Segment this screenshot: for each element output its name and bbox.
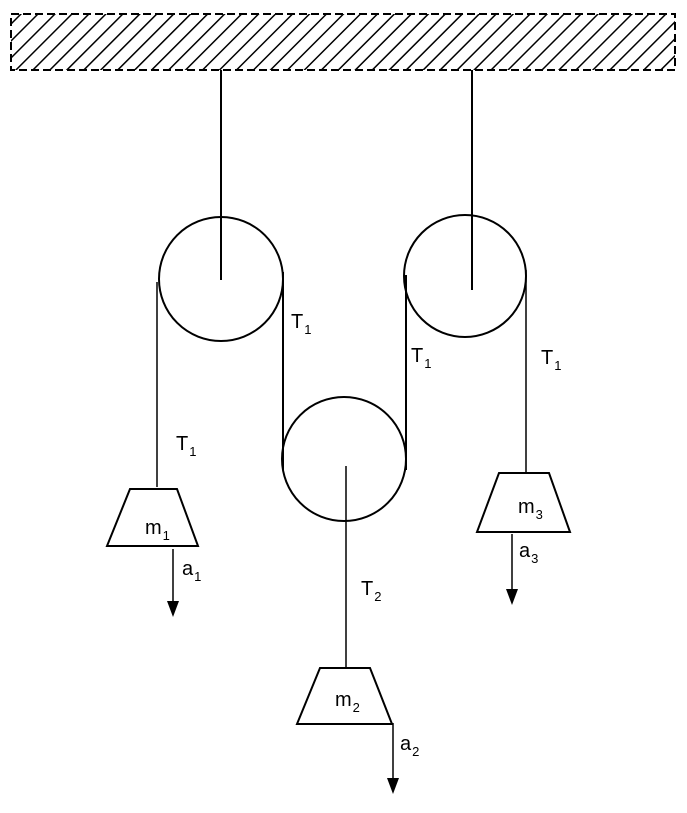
tension-label-left-rope: T1 bbox=[176, 433, 196, 459]
pulley-right bbox=[403, 214, 527, 338]
tension-label-right-pulley-left-rope: T1 bbox=[411, 345, 431, 371]
tension-label-middle-rope: T2 bbox=[361, 578, 381, 604]
accel-arrow-1 bbox=[167, 549, 179, 617]
ceiling bbox=[10, 13, 676, 71]
accel-label-2: a2 bbox=[400, 733, 419, 759]
mass-label-1: m1 bbox=[145, 517, 170, 543]
mass-2 bbox=[295, 667, 394, 725]
mass-3 bbox=[475, 472, 572, 533]
mass-label-3: m3 bbox=[518, 496, 543, 522]
accel-arrow-2 bbox=[387, 723, 399, 794]
accel-label-1: a1 bbox=[182, 558, 201, 584]
mass-1 bbox=[105, 488, 200, 547]
accel-label-3: a3 bbox=[519, 540, 538, 566]
tension-label-right-rope: T1 bbox=[541, 347, 561, 373]
tension-label-left-pulley-right-rope: T1 bbox=[291, 311, 311, 337]
mass-label-2: m2 bbox=[335, 689, 360, 715]
pulley-middle bbox=[281, 396, 407, 522]
accel-arrow-3 bbox=[506, 534, 518, 605]
